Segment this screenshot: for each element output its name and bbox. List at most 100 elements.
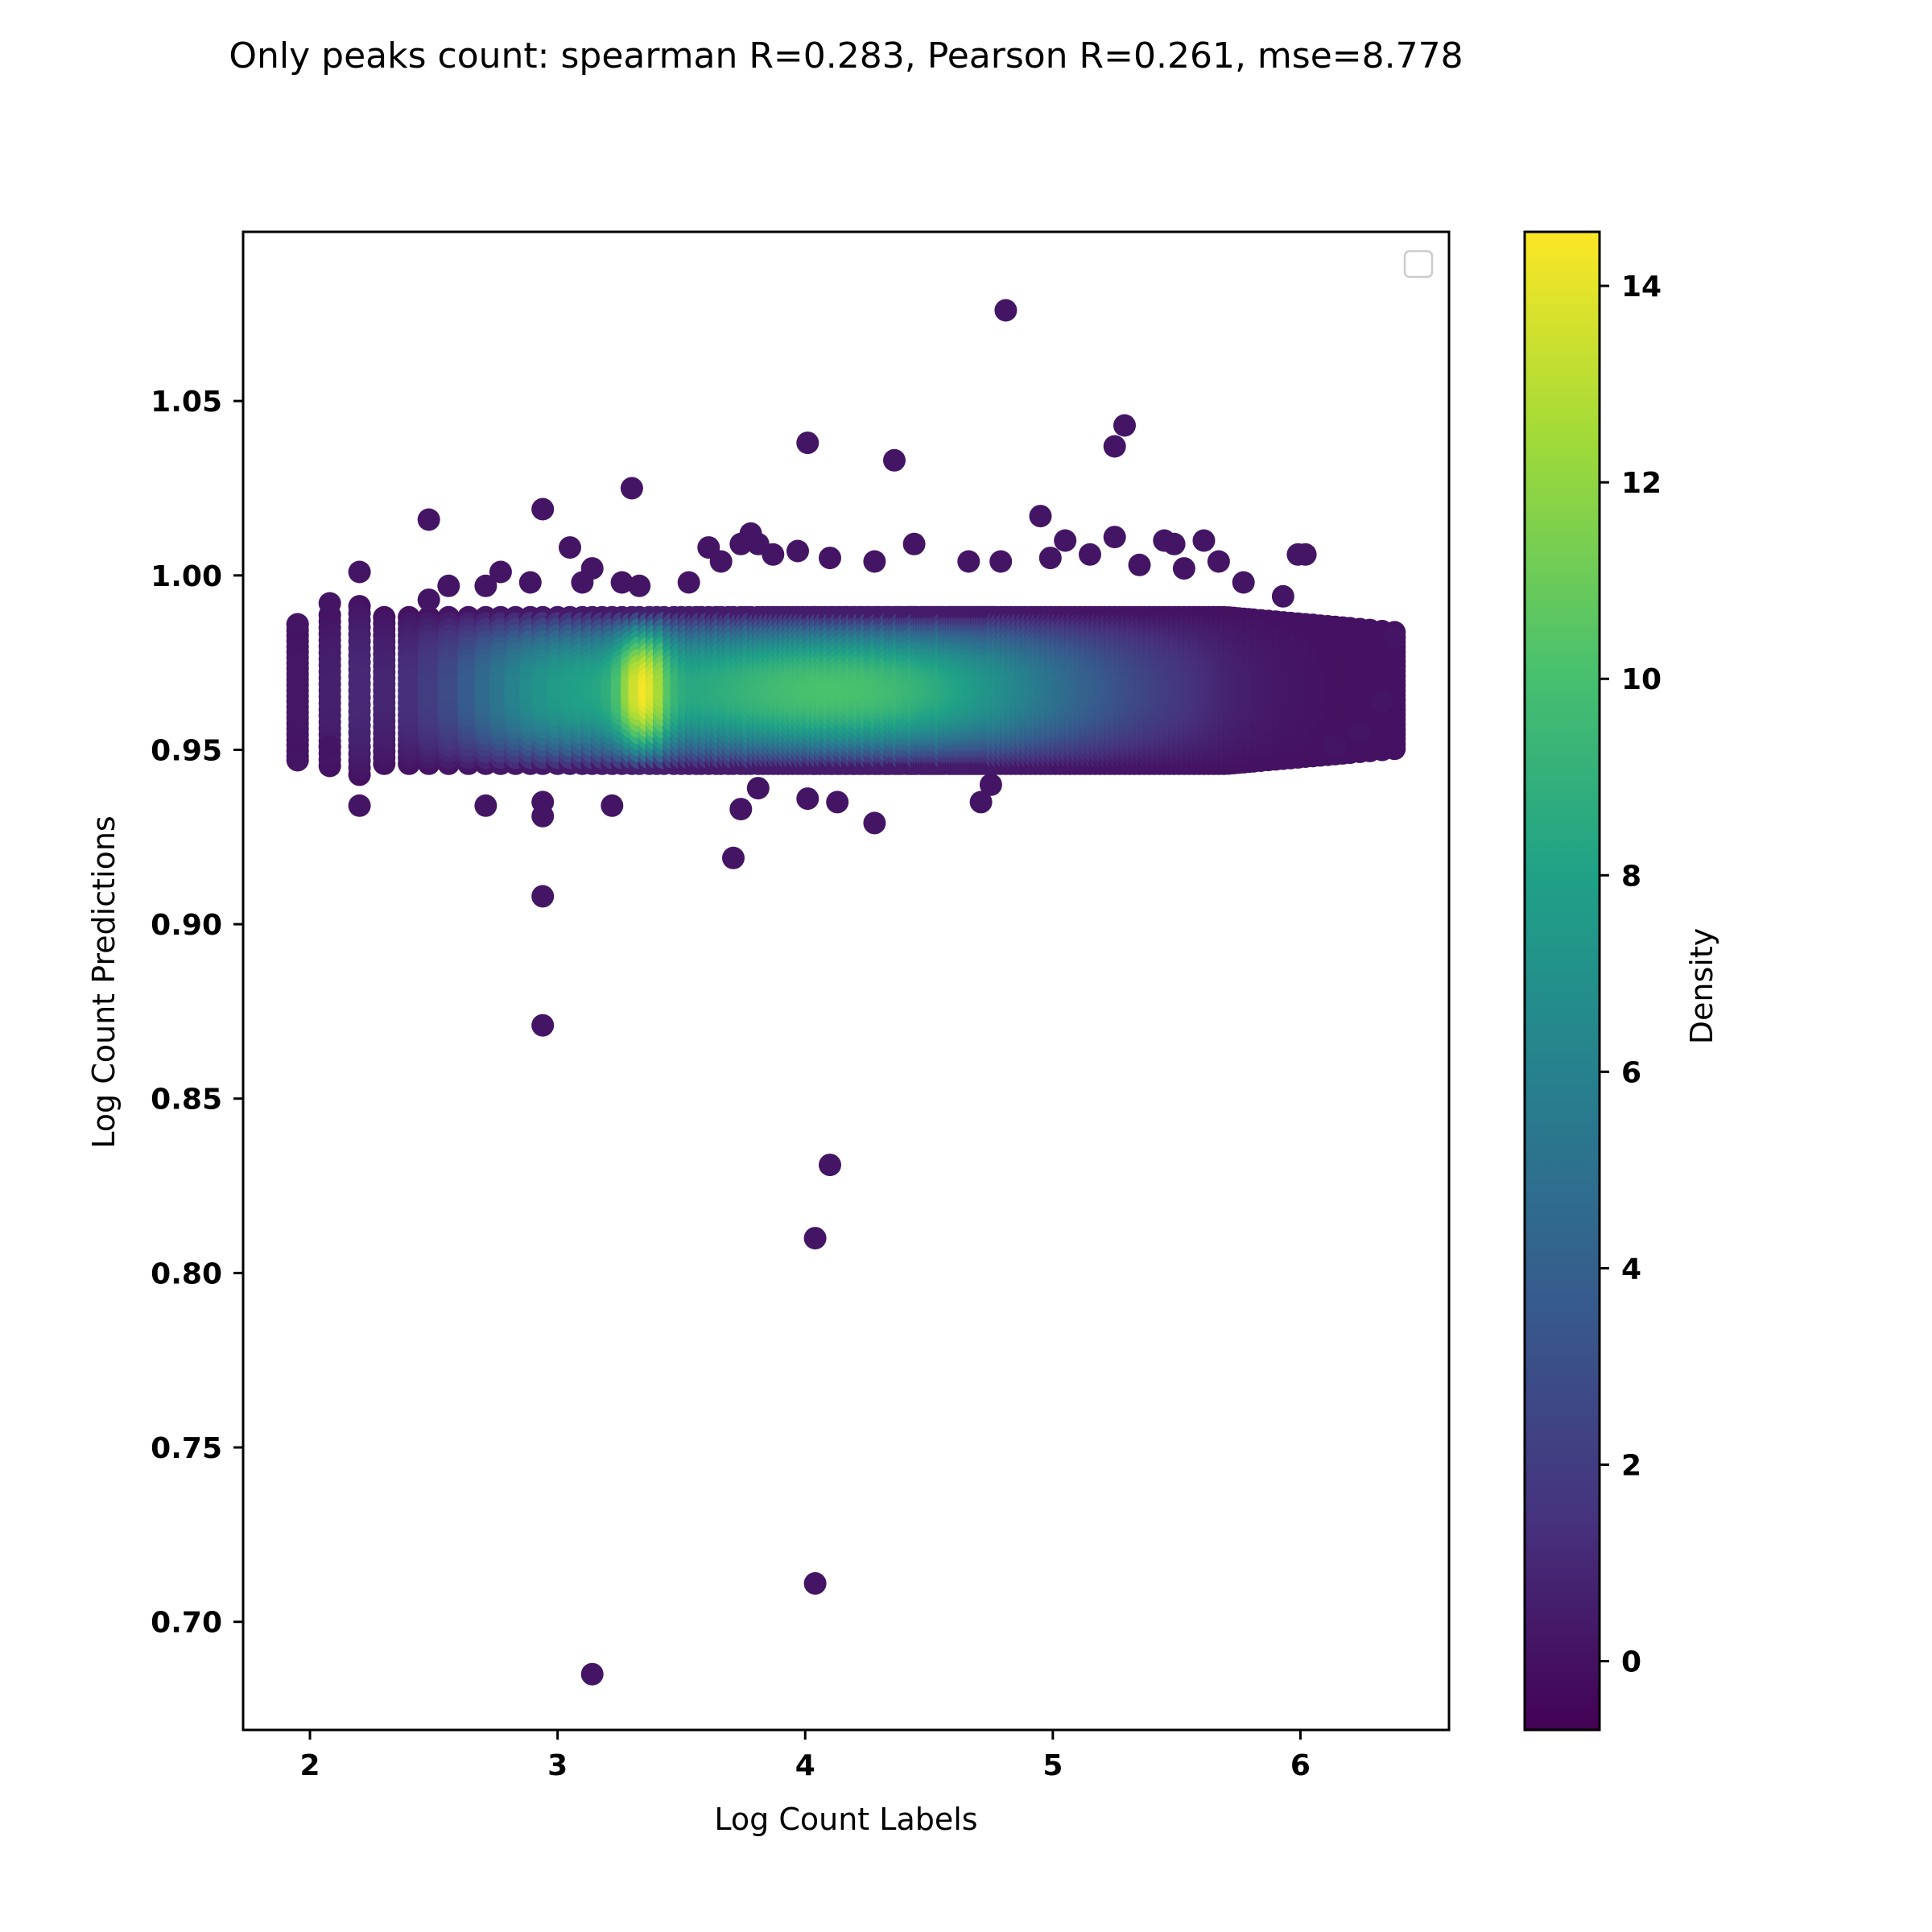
- outlier-point: [531, 804, 555, 828]
- outlier-point: [957, 550, 980, 573]
- x-tick-label: 6: [1290, 1749, 1311, 1782]
- outlier-point: [417, 588, 440, 612]
- outlier-point: [819, 1154, 841, 1177]
- outlier-point: [1172, 557, 1195, 580]
- outlier-point: [1207, 550, 1230, 573]
- legend-box[interactable]: [1403, 250, 1434, 279]
- outlier-point: [746, 777, 770, 800]
- outlier-point: [1383, 626, 1406, 650]
- y-tick-label: 0.80: [151, 1257, 222, 1290]
- outlier-point: [796, 431, 819, 455]
- outlier-point: [580, 557, 604, 580]
- colorbar-tick-label: 2: [1621, 1450, 1641, 1483]
- outlier-point: [729, 798, 753, 821]
- outlier-point: [1348, 720, 1372, 744]
- data-point: [348, 679, 371, 702]
- outlier-point: [786, 539, 809, 563]
- colorbar-tick-label: 4: [1621, 1253, 1641, 1286]
- outlier-point: [819, 547, 841, 570]
- outlier-point: [979, 773, 1002, 796]
- outlier-point: [1128, 553, 1151, 576]
- outlier-point: [286, 749, 309, 772]
- x-tick-label: 4: [795, 1749, 815, 1782]
- outlier-point: [601, 794, 624, 817]
- x-tick-label: 5: [1042, 1749, 1063, 1782]
- outlier-point: [531, 885, 555, 908]
- outlier-point: [318, 735, 341, 758]
- outlier-point: [1029, 505, 1052, 528]
- outlier-point: [348, 560, 371, 584]
- outlier-point: [762, 543, 785, 566]
- data-point: [398, 679, 421, 702]
- outlier-point: [1054, 529, 1077, 552]
- chart-title: Only peaks count: spearman R=0.283, Pear…: [229, 35, 1463, 76]
- data-point: [417, 679, 440, 702]
- outlier-point: [1162, 532, 1186, 555]
- colorbar-tick-label: 0: [1621, 1646, 1641, 1679]
- outlier-point: [1113, 414, 1136, 437]
- y-tick-label: 1.00: [151, 560, 222, 593]
- outlier-point: [531, 497, 555, 521]
- y-axis-ticks: 0.700.750.800.850.900.951.001.05: [151, 386, 243, 1640]
- outlier-point: [994, 299, 1018, 322]
- outlier-point: [1232, 571, 1255, 594]
- outlier-point: [628, 574, 651, 597]
- colorbar-tick-label: 12: [1621, 467, 1662, 500]
- colorbar-label: Density: [1684, 928, 1719, 1044]
- x-tick-label: 2: [300, 1749, 320, 1782]
- data-point: [286, 679, 309, 702]
- outlier-point: [883, 448, 906, 472]
- colorbar-tick-label: 6: [1621, 1056, 1641, 1089]
- outlier-point: [826, 791, 849, 814]
- outlier-point: [803, 1227, 827, 1250]
- x-axis-ticks: 2 3 4 5 6: [300, 1730, 1311, 1782]
- outlier-point: [1103, 435, 1126, 458]
- colorbar-tick-label: 10: [1621, 663, 1662, 696]
- outlier-point: [722, 846, 745, 869]
- outlier-point: [518, 571, 542, 594]
- outlier-point: [417, 508, 440, 531]
- outlier-point: [580, 1662, 604, 1686]
- colorbar: [1523, 230, 1601, 1732]
- outlier-point: [677, 571, 700, 594]
- y-tick-label: 0.85: [151, 1084, 222, 1117]
- outlier-point: [989, 550, 1013, 573]
- outlier-point: [489, 560, 512, 584]
- outlier-point: [1294, 543, 1317, 566]
- outlier-point: [620, 477, 643, 500]
- data-point: [437, 679, 460, 702]
- outlier-point: [474, 794, 497, 817]
- scatter-points: [286, 299, 1406, 1686]
- outlier-point: [1079, 543, 1101, 566]
- outlier-point: [559, 536, 581, 559]
- outlier-point: [796, 787, 819, 811]
- data-point: [318, 679, 341, 702]
- outlier-point: [531, 1013, 555, 1037]
- outlier-point: [803, 1572, 827, 1595]
- outlier-point: [1271, 584, 1294, 608]
- x-axis-label: Log Count Labels: [714, 1802, 977, 1837]
- x-tick-label: 3: [547, 1749, 568, 1782]
- outlier-point: [1038, 547, 1062, 570]
- outlier-point: [1323, 735, 1347, 758]
- y-tick-label: 0.75: [151, 1432, 222, 1465]
- outlier-point: [1192, 529, 1216, 552]
- data-point: [456, 679, 480, 702]
- colorbar-tick-label: 14: [1621, 270, 1662, 303]
- y-axis-label: Log Count Predictions: [86, 815, 122, 1148]
- outlier-point: [348, 794, 371, 817]
- outlier-point: [709, 550, 733, 573]
- outlier-point: [1103, 526, 1126, 549]
- outlier-point: [437, 574, 460, 597]
- outlier-point: [286, 613, 309, 636]
- outlier-point: [863, 550, 886, 573]
- y-tick-label: 0.70: [151, 1607, 222, 1640]
- outlier-point: [1370, 689, 1393, 712]
- outlier-point: [863, 811, 886, 835]
- data-point: [373, 679, 396, 702]
- plot-frame: [242, 230, 1451, 1732]
- y-tick-label: 1.05: [151, 386, 222, 419]
- y-tick-label: 0.95: [151, 734, 222, 767]
